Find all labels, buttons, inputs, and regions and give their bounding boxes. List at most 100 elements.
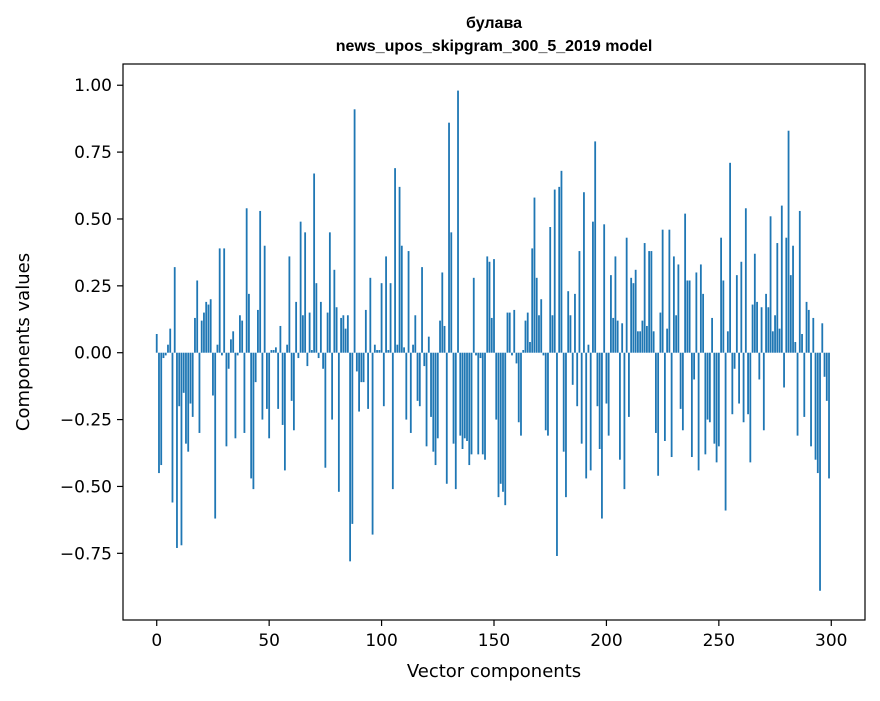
bar-219 — [648, 251, 651, 353]
bar-52 — [272, 350, 275, 353]
bar-208 — [623, 352, 626, 490]
bar-6 — [169, 328, 172, 353]
bar-272 — [767, 307, 770, 353]
bar-166 — [529, 342, 531, 353]
bar-95 — [369, 277, 372, 353]
y-tick-label: 0.75 — [74, 143, 112, 163]
bar-202 — [610, 275, 612, 353]
bar-233 — [679, 352, 682, 409]
bar-121 — [427, 336, 430, 353]
bar-120 — [425, 352, 428, 447]
bar-192 — [587, 344, 590, 353]
bar-290 — [807, 309, 810, 353]
bar-96 — [371, 352, 374, 535]
bar-116 — [416, 352, 419, 401]
bar-265 — [751, 304, 754, 353]
bar-74 — [322, 352, 325, 369]
bar-40 — [245, 208, 248, 353]
bar-11 — [180, 352, 183, 546]
bar-206 — [619, 352, 621, 460]
bar-256 — [731, 352, 734, 415]
bar-122 — [430, 352, 432, 417]
bar-216 — [641, 320, 644, 353]
bar-67 — [306, 352, 309, 367]
bar-32 — [227, 352, 230, 369]
bar-144 — [479, 352, 482, 359]
bar-165 — [526, 312, 529, 353]
bar-195 — [594, 141, 597, 353]
bar-31 — [225, 352, 228, 447]
bar-112 — [407, 251, 410, 353]
bar-258 — [735, 275, 738, 353]
bar-296 — [821, 323, 824, 353]
bar-70 — [313, 173, 316, 353]
bar-180 — [560, 170, 563, 353]
bar-69 — [310, 350, 313, 353]
bar-51 — [270, 350, 273, 353]
bar-167 — [531, 248, 534, 353]
bar-223 — [657, 352, 660, 476]
bar-185 — [571, 352, 574, 385]
bar-169 — [535, 277, 538, 353]
bar-75 — [324, 352, 327, 468]
bar-79 — [333, 269, 336, 353]
bar-45 — [257, 309, 259, 353]
x-axis-label: Vector components — [407, 661, 581, 682]
bar-93 — [364, 309, 367, 353]
bar-50 — [268, 352, 271, 439]
bar-13 — [185, 352, 187, 444]
bar-66 — [304, 232, 307, 353]
bar-212 — [632, 283, 635, 353]
x-tick-label: 150 — [478, 631, 510, 651]
bar-266 — [753, 253, 756, 353]
bar-260 — [740, 261, 743, 353]
bar-129 — [445, 352, 448, 484]
bar-44 — [254, 352, 257, 383]
bar-222 — [654, 352, 657, 433]
bar-162 — [520, 352, 522, 436]
bar-49 — [266, 352, 268, 409]
bar-55 — [279, 325, 282, 353]
bar-0 — [155, 333, 158, 353]
bar-285 — [796, 352, 799, 436]
y-tick-label: 0.50 — [74, 210, 112, 230]
bar-145 — [481, 352, 484, 455]
bar-21 — [203, 312, 205, 353]
bar-229 — [670, 352, 673, 458]
bar-207 — [621, 323, 624, 353]
bar-68 — [308, 312, 311, 353]
bar-241 — [697, 352, 700, 471]
bar-29 — [221, 352, 223, 356]
bar-278 — [780, 205, 783, 353]
bar-42 — [250, 352, 253, 479]
bar-63 — [297, 352, 300, 359]
bar-80 — [335, 307, 338, 353]
bar-187 — [576, 352, 579, 407]
bar-17 — [194, 317, 196, 353]
bar-194 — [592, 221, 594, 353]
bar-193 — [589, 352, 592, 471]
bar-152 — [497, 352, 500, 498]
bar-151 — [495, 352, 498, 420]
bar-125 — [436, 352, 439, 439]
bar-41 — [248, 293, 250, 353]
x-tick-label: 100 — [365, 631, 397, 651]
bar-158 — [511, 352, 513, 356]
x-axis-ticks: 0 50 100 150 200 250 300 — [151, 620, 847, 651]
bar-124 — [434, 352, 437, 466]
bar-136 — [461, 352, 464, 449]
bar-30 — [223, 248, 226, 353]
bar-288 — [803, 352, 806, 417]
bar-71 — [315, 283, 318, 353]
bar-87 — [351, 352, 354, 524]
bar-119 — [423, 352, 426, 367]
bar-143 — [477, 352, 480, 455]
bar-176 — [551, 315, 554, 353]
bar-36 — [236, 352, 239, 356]
bar-231 — [675, 315, 678, 353]
bar-111 — [405, 352, 408, 420]
bar-186 — [574, 293, 576, 353]
bar-263 — [747, 352, 749, 415]
bar-37 — [239, 315, 241, 353]
